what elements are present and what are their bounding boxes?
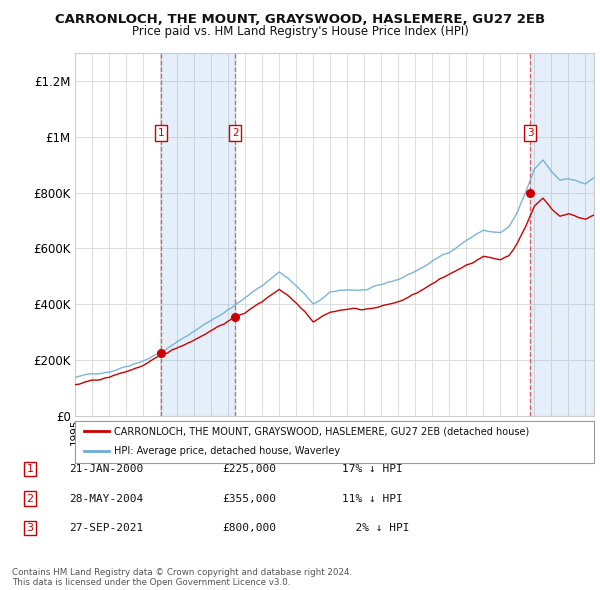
Text: £800,000: £800,000	[222, 523, 276, 533]
Text: CARRONLOCH, THE MOUNT, GRAYSWOOD, HASLEMERE, GU27 2EB: CARRONLOCH, THE MOUNT, GRAYSWOOD, HASLEM…	[55, 13, 545, 26]
Text: HPI: Average price, detached house, Waverley: HPI: Average price, detached house, Wave…	[114, 446, 340, 456]
Text: CARRONLOCH, THE MOUNT, GRAYSWOOD, HASLEMERE, GU27 2EB (detached house): CARRONLOCH, THE MOUNT, GRAYSWOOD, HASLEM…	[114, 427, 529, 436]
Text: 2: 2	[232, 128, 238, 138]
Text: 1: 1	[158, 128, 164, 138]
Text: 3: 3	[527, 128, 533, 138]
Text: 2% ↓ HPI: 2% ↓ HPI	[342, 523, 409, 533]
Text: £225,000: £225,000	[222, 464, 276, 474]
Text: £355,000: £355,000	[222, 494, 276, 503]
Text: 28-MAY-2004: 28-MAY-2004	[69, 494, 143, 503]
Text: 3: 3	[26, 523, 34, 533]
Text: 27-SEP-2021: 27-SEP-2021	[69, 523, 143, 533]
Text: 11% ↓ HPI: 11% ↓ HPI	[342, 494, 403, 503]
Bar	[530, 53, 594, 416]
Text: 2: 2	[26, 494, 34, 503]
Text: Price paid vs. HM Land Registry's House Price Index (HPI): Price paid vs. HM Land Registry's House …	[131, 25, 469, 38]
Text: Contains HM Land Registry data © Crown copyright and database right 2024.
This d: Contains HM Land Registry data © Crown c…	[12, 568, 352, 587]
Text: 1: 1	[26, 464, 34, 474]
Bar	[161, 53, 235, 416]
Text: 21-JAN-2000: 21-JAN-2000	[69, 464, 143, 474]
Text: 17% ↓ HPI: 17% ↓ HPI	[342, 464, 403, 474]
